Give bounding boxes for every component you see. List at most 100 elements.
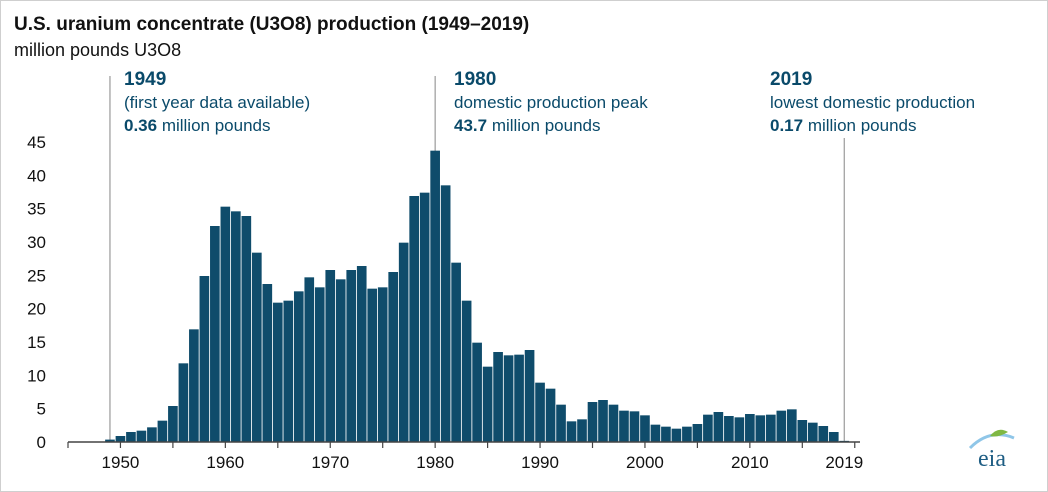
bar-1956: [178, 363, 189, 442]
bar-1995: [587, 402, 598, 442]
x-tick-label: 1950: [102, 453, 140, 472]
eia-logo-leaf: [990, 429, 1008, 437]
bar-1997: [608, 404, 619, 442]
eia-logo: eia: [968, 429, 1015, 472]
bar-1953: [147, 427, 157, 442]
chart-subtitle: million pounds U3O8: [14, 40, 182, 60]
bar-1998: [619, 410, 629, 442]
bar-1964: [262, 284, 273, 442]
bar-1976: [388, 272, 399, 442]
bar-1950: [115, 436, 126, 442]
bar-1967: [293, 291, 304, 442]
x-tick-label: 1960: [206, 453, 244, 472]
bar-2000: [640, 415, 650, 442]
bar-2007: [713, 412, 724, 442]
annotation-year: 2019: [770, 69, 813, 90]
annotation-1980: 1980 domestic production peak 43.7 milli…: [454, 68, 648, 137]
annotation-note: lowest domestic production: [770, 93, 976, 112]
bar-1949: [105, 439, 115, 442]
x-tick-label: 1990: [521, 453, 559, 472]
bar-2008: [724, 416, 734, 442]
x-tick-label: 2000: [626, 453, 664, 472]
chart-title: U.S. uranium concentrate (U3O8) producti…: [14, 14, 530, 35]
bar-1951: [126, 432, 136, 442]
bar-2001: [650, 424, 661, 442]
bar-2018: [828, 432, 839, 442]
bar-1970: [325, 270, 336, 442]
bar-1994: [577, 419, 587, 442]
bar-1999: [629, 411, 640, 442]
bar-1989: [524, 350, 535, 442]
bar-1988: [514, 354, 524, 442]
x-tick-label: 1980: [416, 453, 454, 472]
x-tick-label: 2010: [731, 453, 769, 472]
bar-2005: [692, 424, 703, 442]
bar-1973: [356, 266, 367, 442]
y-tick-label: 35: [27, 200, 46, 219]
bar-1965: [272, 302, 283, 442]
y-tick-label: 25: [27, 266, 46, 285]
bar-1986: [493, 352, 503, 442]
y-axis: 0 5 10 15 20 25 30 35 40 45: [27, 133, 46, 452]
y-tick-label: 40: [27, 166, 46, 185]
bar-1958: [199, 276, 210, 442]
bar-2002: [661, 426, 671, 442]
bar-1983: [461, 300, 472, 442]
bar-1959: [210, 226, 220, 442]
bar-1992: [556, 404, 566, 442]
bar-2009: [734, 417, 745, 442]
bar-2010: [745, 414, 755, 442]
annotation-year: 1980: [454, 69, 497, 90]
bar-1962: [241, 216, 252, 442]
bar-1978: [409, 196, 419, 442]
annotation-unit: million pounds: [803, 116, 917, 135]
bar-1955: [168, 406, 178, 442]
y-tick-label: 20: [27, 300, 46, 319]
y-tick-label: 5: [37, 400, 46, 419]
bar-1971: [335, 279, 346, 442]
bar-1990: [535, 382, 545, 442]
bar-1979: [419, 192, 430, 442]
x-tick-label: 1970: [311, 453, 349, 472]
bar-1984: [472, 342, 482, 442]
bar-2015: [797, 420, 808, 442]
bar-2003: [671, 428, 682, 442]
bar-1980: [430, 150, 440, 442]
bar-1993: [566, 421, 577, 442]
annotation-value: 0.17: [770, 116, 804, 135]
bar-1975: [377, 287, 388, 442]
annotation-unit: million pounds: [487, 116, 601, 135]
bar-2004: [682, 426, 692, 442]
annotation-value: 0.36: [124, 116, 158, 135]
bar-2017: [818, 426, 829, 442]
bar-2016: [807, 422, 818, 442]
annotation-year: 1949: [124, 69, 167, 90]
y-tick-label: 45: [27, 133, 46, 152]
y-tick-label: 0: [37, 433, 46, 452]
bar-1987: [503, 355, 514, 442]
bar-1960: [220, 206, 231, 442]
eia-logo-text: eia: [978, 446, 1006, 472]
bar-1966: [283, 300, 294, 442]
bar-1961: [231, 211, 241, 442]
bar-2014: [786, 409, 797, 442]
annotation-2019: 2019 lowest domestic production 0.17 mil…: [770, 68, 975, 137]
bar-1977: [398, 242, 409, 442]
bar-1991: [545, 388, 556, 442]
bar-1985: [482, 366, 493, 442]
bar-1969: [314, 287, 325, 442]
bar-1996: [598, 400, 608, 442]
bar-1974: [367, 288, 378, 442]
bar-1957: [189, 329, 199, 442]
bar-1954: [157, 420, 168, 442]
annotation-value: 43.7: [454, 116, 488, 135]
bar-2011: [755, 415, 766, 442]
bar-series: [105, 150, 850, 443]
x-tick-label: 2019: [825, 453, 863, 472]
annotation-1949: 1949 (first year data available) 0.36 mi…: [124, 68, 310, 137]
annotation-unit: million pounds: [157, 116, 271, 135]
y-tick-label: 10: [27, 366, 46, 385]
bar-2006: [703, 414, 713, 442]
y-tick-label: 15: [27, 333, 46, 352]
